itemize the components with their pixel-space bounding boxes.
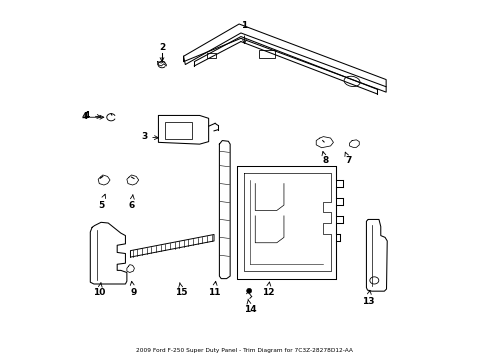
Text: 14: 14 bbox=[243, 299, 256, 314]
Text: 15: 15 bbox=[175, 283, 187, 297]
Text: 1: 1 bbox=[241, 21, 247, 44]
Text: 10: 10 bbox=[93, 283, 105, 297]
Text: 2: 2 bbox=[159, 43, 165, 62]
Text: 6: 6 bbox=[128, 195, 134, 210]
Text: 5: 5 bbox=[98, 194, 105, 210]
Text: 9: 9 bbox=[130, 281, 136, 297]
Bar bbox=[206, 53, 215, 58]
Text: 7: 7 bbox=[344, 152, 351, 165]
Text: 4: 4 bbox=[81, 112, 88, 121]
Bar bbox=[258, 50, 274, 58]
Text: 12: 12 bbox=[261, 282, 273, 297]
Text: 3: 3 bbox=[141, 132, 158, 141]
Text: 11: 11 bbox=[207, 281, 220, 297]
Circle shape bbox=[246, 288, 251, 293]
Text: 4: 4 bbox=[83, 111, 101, 120]
Text: 8: 8 bbox=[321, 152, 327, 165]
Text: 2009 Ford F-250 Super Duty Panel - Trim Diagram for 7C3Z-28278D12-AA: 2009 Ford F-250 Super Duty Panel - Trim … bbox=[136, 348, 352, 353]
Text: 13: 13 bbox=[361, 290, 374, 306]
Bar bbox=[164, 122, 191, 139]
